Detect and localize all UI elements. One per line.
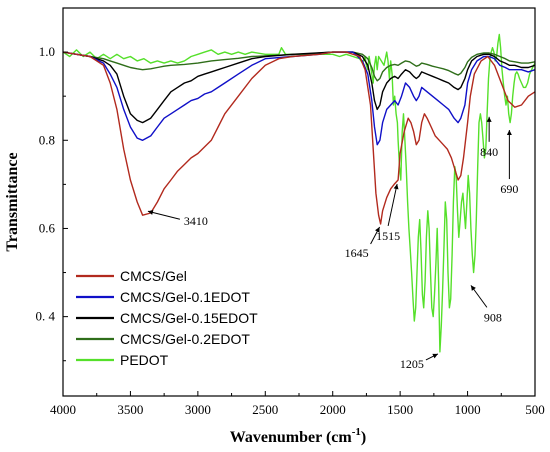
y-tick-label: 0.8 — [39, 132, 55, 147]
x-tick-label: 4000 — [50, 402, 76, 417]
legend-label: CMCS/Gel-0.2EDOT — [120, 331, 250, 347]
annotation-label: 3410 — [184, 214, 208, 228]
annotation-arrowhead — [486, 116, 492, 122]
series-line-2 — [62, 51, 536, 146]
annotation-label: 1515 — [376, 229, 400, 243]
tick-layer: 4000 3500 3000 2500 2000 1500 1000 500 0. 4 0.6 0.… — [36, 44, 545, 417]
annotation-label: 1205 — [400, 357, 424, 371]
x-axis-title: Wavenumber (cm-1) — [230, 426, 366, 446]
x-tick-label: 2000 — [320, 402, 346, 417]
y-tick-label: 0. 4 — [36, 309, 56, 324]
y-axis-title: Transmittance — [4, 152, 21, 251]
annotation-arrowhead — [393, 183, 399, 190]
annotation-arrowhead — [375, 227, 380, 233]
y-tick-label: 1.0 — [39, 44, 55, 59]
annotation-arrow — [147, 210, 181, 220]
annotation-label: 1645 — [345, 246, 369, 260]
series-line-4 — [62, 51, 536, 82]
legend-label: PEDOT — [120, 352, 169, 368]
annotation-arrowhead — [506, 130, 512, 136]
annotation-arrowhead — [432, 353, 438, 359]
x-tick-label: 3000 — [185, 402, 211, 417]
series-layer — [62, 33, 536, 353]
annotation-arrow — [387, 183, 398, 227]
annotation-label: 840 — [480, 145, 498, 159]
annotation-arrowhead — [470, 285, 476, 291]
annotation-label: 690 — [500, 182, 518, 196]
annotation-label: 908 — [484, 310, 502, 324]
x-tick-label: 1500 — [387, 402, 413, 417]
legend-label: CMCS/Gel-0.15EDOT — [120, 310, 258, 326]
legend-label: CMCS/Gel — [120, 268, 187, 284]
legend-label: CMCS/Gel-0.1EDOT — [120, 289, 250, 305]
annotation-layer: 3410 1645 1515 1205 908 840 690 — [147, 116, 518, 371]
legend: CMCS/Gel CMCS/Gel-0.1EDOT CMCS/Gel-0.15EDO… — [76, 268, 258, 368]
x-tick-label: 2500 — [252, 402, 278, 417]
annotation-arrowhead — [147, 210, 154, 215]
x-axis-title-sup: -1 — [352, 426, 361, 438]
x-tick-label: 1000 — [455, 402, 481, 417]
x-tick-label: 3500 — [117, 402, 143, 417]
x-tick-label: 500 — [525, 402, 545, 417]
y-tick-label: 0.6 — [39, 220, 56, 235]
series-line-3 — [62, 51, 536, 124]
x-axis-title-main: Wavenumber (cm — [230, 429, 353, 446]
series-line-1 — [62, 51, 536, 225]
x-axis-title-end: ) — [361, 429, 366, 446]
